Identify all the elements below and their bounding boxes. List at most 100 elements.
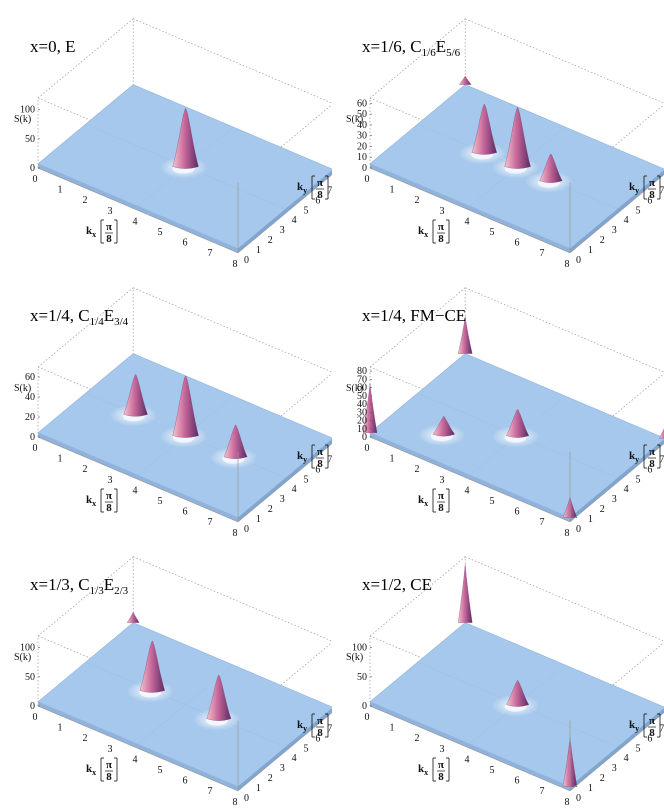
x-tick-label: 4: [133, 485, 138, 496]
x-tick-label: 6: [515, 238, 520, 249]
y-tick-label: 2: [268, 773, 273, 784]
svg-text:kx: kx: [418, 494, 428, 508]
plot-box-front: [37, 167, 332, 254]
x-tick-label: 3: [108, 206, 113, 217]
x-tick-label: 5: [158, 227, 163, 238]
x-tick-label: 1: [390, 723, 395, 734]
z-tick-label: 100: [20, 643, 35, 654]
surface-plot: x=1/6, C1/6E5/60102030405060S(k)01234567…: [346, 18, 664, 269]
svg-text:kx: kx: [418, 763, 428, 777]
chart-title: x=1/4, C1/4E3/4: [30, 306, 129, 328]
x-tick-label: 8: [233, 797, 238, 807]
y-tick-label: 4: [624, 753, 629, 764]
x-tick-label: 0: [365, 443, 370, 454]
svg-text:π: π: [106, 221, 112, 233]
x-tick-label: 2: [83, 733, 88, 744]
y-tick-label: 6: [647, 195, 652, 206]
chart-title: x=1/3, C1/3E2/3: [30, 575, 129, 597]
y-tick-label: 6: [315, 733, 320, 744]
x-tick-label: 5: [490, 227, 495, 238]
x-tick-label: 8: [565, 797, 570, 807]
x-tick-label: 1: [58, 454, 63, 465]
z-tick-label: 0: [30, 163, 35, 174]
svg-text:8: 8: [438, 771, 444, 783]
x-tick-label: 3: [440, 475, 445, 486]
peak-mark: [126, 640, 175, 703]
svg-text:π: π: [438, 221, 444, 233]
x-tick-label: 5: [490, 496, 495, 507]
y-tick-label: 3: [280, 225, 285, 236]
y-tick-label: 0: [244, 524, 249, 535]
peak-mark: [362, 383, 378, 433]
y-tick-label: 5: [304, 205, 309, 216]
svg-text:π: π: [106, 759, 112, 771]
z-tick-label: 20: [357, 416, 367, 427]
x-tick-label: 7: [540, 786, 545, 797]
z-tick-label: 40: [357, 120, 367, 131]
chart-panel-6: x=1/2, CE050100S(k)012345678012345678kxπ…: [332, 538, 664, 807]
y-tick-label: 7: [327, 724, 332, 735]
peak-mark: [658, 428, 664, 439]
z-tick-label: 60: [25, 372, 35, 383]
x-tick-label: 4: [133, 216, 138, 227]
x-tick-label: 4: [133, 754, 138, 765]
z-axis-label: S(k): [346, 652, 363, 663]
z-tick-label: 60: [357, 383, 367, 394]
svg-text:π: π: [317, 715, 323, 727]
peak-mark: [159, 375, 208, 448]
x-tick-label: 6: [183, 776, 188, 787]
y-tick-label: 2: [600, 235, 605, 246]
plot-box-front: [369, 705, 664, 792]
y-tick-label: 4: [292, 215, 297, 226]
z-tick-label: 0: [30, 701, 35, 712]
svg-text:8: 8: [649, 727, 655, 739]
z-tick-label: 0: [362, 163, 367, 174]
x-tick-label: 0: [33, 443, 38, 454]
x-tick-label: 2: [415, 195, 420, 206]
y-tick-label: 4: [292, 484, 297, 495]
y-tick-label: 3: [280, 494, 285, 505]
z-tick-label: 80: [357, 366, 367, 377]
y-tick-label: 0: [244, 255, 249, 266]
peak-mark: [126, 611, 140, 623]
svg-text:8: 8: [317, 727, 323, 739]
y-tick-label: 3: [612, 225, 617, 236]
y-tick-label: 1: [256, 245, 261, 256]
z-tick-label: 40: [357, 399, 367, 410]
surface-plot: x=1/2, CE050100S(k)012345678012345678kxπ…: [346, 556, 664, 807]
svg-text:π: π: [317, 446, 323, 458]
chart-panel-3: x=1/4, C1/4E3/4 0 20 40 60 S(k) 0 1 2 3 4 5 6 7 8 0 1 2 3 4…: [0, 269, 332, 538]
x-tick-label: 1: [390, 454, 395, 465]
y-tick-label: 7: [659, 455, 664, 466]
x-tick-label: 7: [540, 248, 545, 259]
svg-text:ky: ky: [297, 450, 307, 464]
y-tick-label: 3: [280, 763, 285, 774]
svg-text:8: 8: [317, 458, 323, 470]
x-tick-label: 8: [233, 259, 238, 269]
peak-mark: [192, 674, 241, 731]
svg-text:8: 8: [317, 189, 323, 201]
z-tick-label: 50: [357, 672, 367, 683]
x-tick-label: 3: [108, 744, 113, 755]
x-tick-label: 4: [465, 216, 470, 227]
y-tick-label: 2: [600, 504, 605, 515]
y-tick-label: 1: [588, 245, 593, 256]
svg-text:ky: ky: [297, 181, 307, 195]
y-tick-label: 6: [315, 464, 320, 475]
x-tick-label: 7: [208, 786, 213, 797]
chart-panel-2: x=1/6, C1/6E5/6 0 10 20 30 40 50 60 S(k) 0 1 2 3 4 5 6 7…: [332, 0, 664, 269]
svg-text:π: π: [649, 177, 655, 189]
x-tick-label: 7: [208, 517, 213, 528]
chart-title: x=1/6, C1/6E5/6: [362, 37, 461, 59]
z-axis-label: S(k): [14, 383, 31, 394]
y-tick-label: 0: [576, 255, 581, 266]
z-axis-label: S(k): [14, 114, 31, 125]
svg-text:π: π: [317, 177, 323, 189]
svg-text:ky: ky: [629, 450, 639, 464]
x-tick-label: 0: [365, 712, 370, 723]
